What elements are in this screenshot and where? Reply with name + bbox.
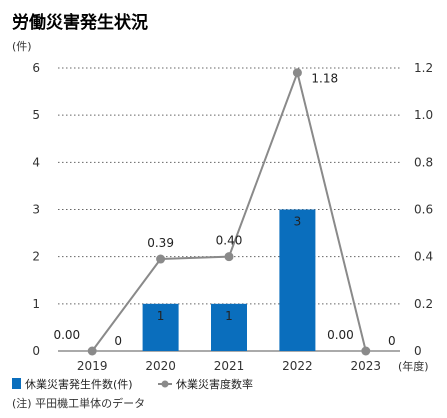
line-value-label: 0.40 — [216, 234, 243, 248]
bar-value-label: 3 — [294, 215, 302, 229]
line-series — [87, 68, 371, 356]
legend-bar-label: 休業災害発生件数(件) — [25, 377, 133, 391]
chart-note: (注) 平田機工単体のデータ — [12, 396, 145, 410]
legend-line-swatch-marker — [161, 380, 169, 388]
left-tick-label: 2 — [32, 250, 40, 264]
left-tick-label: 1 — [32, 297, 40, 311]
x-axis-ticks: 2019 2020 2021 2022 2023 — [77, 359, 381, 373]
line-value-labels: 0.00 0.39 0.40 1.18 0.00 — [53, 72, 353, 342]
line-point — [361, 346, 371, 356]
left-tick-label: 6 — [32, 61, 40, 75]
right-tick-label: 0.2 — [414, 297, 433, 311]
right-tick-label: 0.4 — [414, 250, 433, 264]
line-point — [87, 346, 97, 356]
right-tick-label: 1.0 — [414, 108, 433, 122]
right-tick-label: 1.2 — [414, 61, 433, 75]
bar-value-label: 0 — [114, 334, 122, 348]
x-tick-label: 2022 — [282, 359, 313, 373]
bar — [142, 303, 179, 351]
chart-title: 労働災害発生状況 — [12, 12, 148, 33]
legend: 休業災害発生件数(件) 休業災害度数率 — [12, 377, 253, 391]
right-axis-ticks: 0 0.2 0.4 0.6 0.8 1.0 1.2 — [414, 61, 433, 358]
line-value-label: 0.00 — [327, 328, 354, 342]
bar-value-label: 0 — [388, 334, 396, 348]
legend-line-label: 休業災害度数率 — [176, 377, 253, 391]
bar-value-label: 1 — [225, 309, 233, 323]
left-axis-ticks: 0 1 2 3 4 5 6 — [32, 61, 40, 358]
x-tick-label: 2021 — [214, 359, 245, 373]
left-tick-label: 0 — [32, 344, 40, 358]
right-tick-label: 0.8 — [414, 155, 433, 169]
left-tick-label: 3 — [32, 203, 40, 217]
x-tick-label: 2023 — [351, 359, 382, 373]
line-value-label: 0.00 — [53, 328, 80, 342]
bar-value-label: 1 — [157, 309, 165, 323]
left-tick-label: 5 — [32, 108, 40, 122]
legend-bar-swatch — [12, 378, 21, 389]
right-tick-label: 0 — [414, 344, 422, 358]
line-point — [156, 254, 166, 264]
left-tick-label: 4 — [32, 155, 40, 169]
line-value-label: 1.18 — [311, 72, 338, 86]
x-tick-label: 2020 — [145, 359, 176, 373]
x-axis-unit: (年度) — [398, 359, 429, 373]
right-tick-label: 0.6 — [414, 203, 433, 217]
x-tick-label: 2019 — [77, 359, 108, 373]
line-point — [224, 252, 234, 262]
bar — [211, 303, 247, 351]
bar — [279, 209, 316, 351]
line-point — [292, 68, 302, 78]
line-value-label: 0.39 — [147, 236, 174, 250]
left-axis-unit: (件) — [12, 40, 32, 53]
bar-value-labels: 0 1 1 3 0 — [114, 215, 395, 349]
bar-series — [142, 209, 316, 351]
